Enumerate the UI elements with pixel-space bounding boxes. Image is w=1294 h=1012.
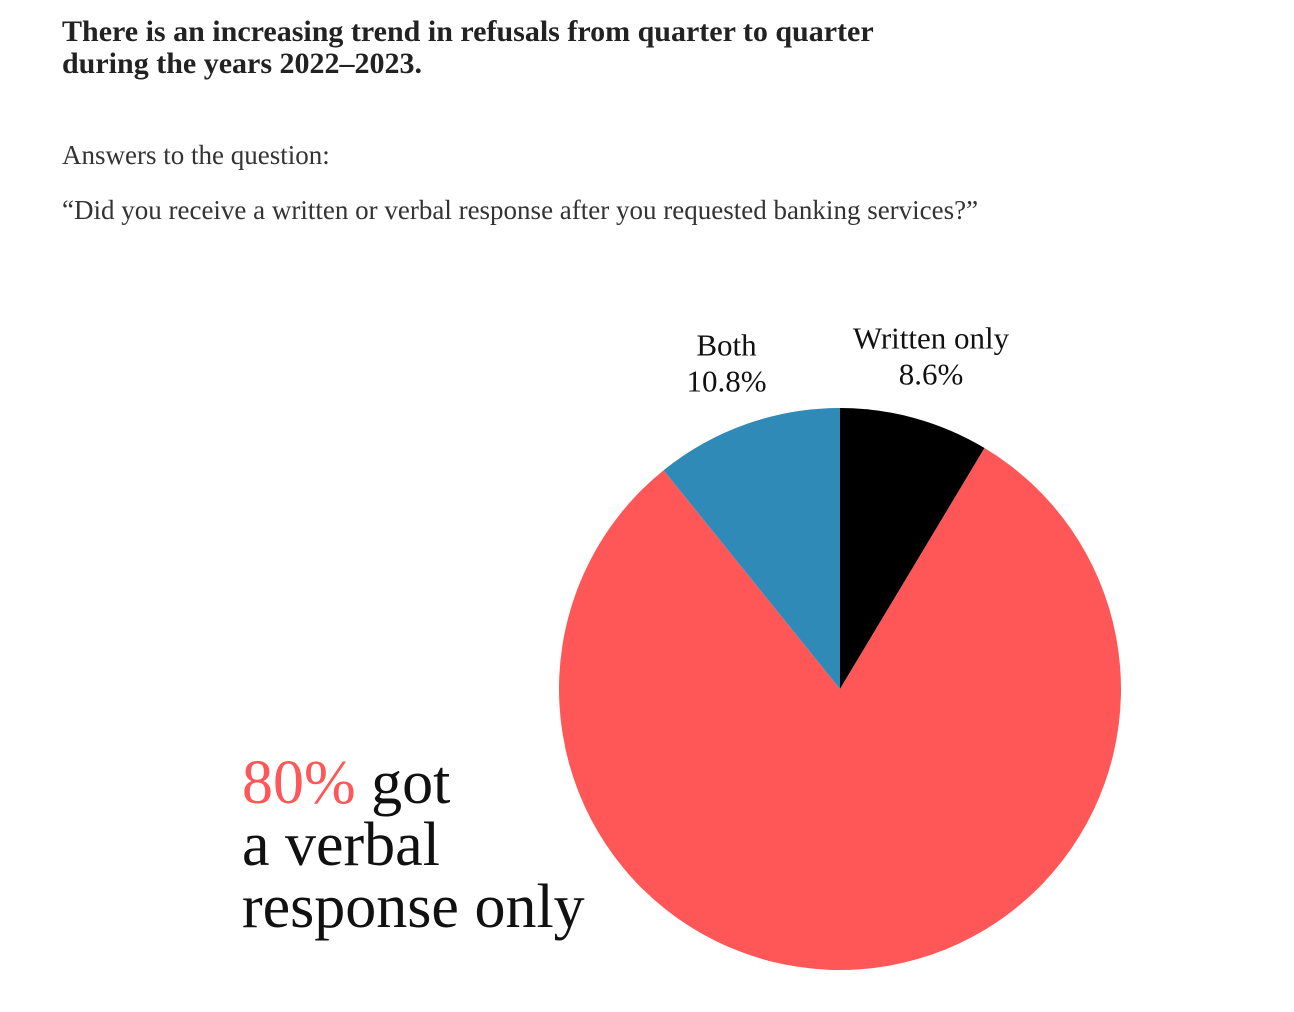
callout-line-1: 80% got [242,752,585,814]
callout-line-3: response only [242,873,585,941]
pie-slice-both [663,408,840,689]
slice-label-both: Both [696,327,757,362]
chart-subtitle-intro: Answers to the question: [62,140,330,170]
chart-subtitle-question: “Did you receive a written or verbal res… [62,195,979,225]
pie-slice-unlabeled [559,448,1121,970]
callout-line-2: a verbal [242,811,440,879]
slice-label-written-only: Written only [853,320,1010,355]
callout-text: 80% got a verbal response only [242,752,585,938]
slice-value-written-only: 8.6% [899,356,964,391]
slice-value-both: 10.8% [686,363,766,398]
pie-slice-written-only [840,408,985,689]
chart-title: There is an increasing trend in refusals… [62,15,874,80]
pie-slices [559,408,1121,970]
callout-percent: 80% [242,749,356,817]
callout-line-1-rest: got [355,749,451,817]
